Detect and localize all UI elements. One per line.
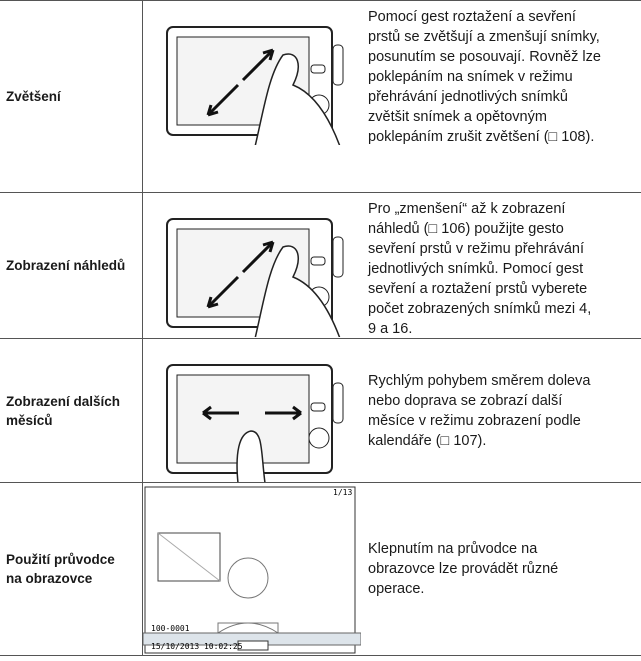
description-line: počet zobrazených snímků mezi 4, (368, 301, 592, 317)
description-line: jednotlivých snímků. Pomocí gest (368, 261, 584, 277)
description-line: 9 a 16. (368, 321, 413, 337)
screen-text: 1/13 (333, 488, 352, 497)
illustration-cell (142, 339, 361, 484)
description: Pomocí gest roztažení a sevření prstů se … (368, 1, 640, 192)
row-label: Zvětšení (6, 1, 140, 192)
label-line: Zvětšení (6, 89, 61, 104)
label-line: Zobrazení dalších (6, 393, 121, 409)
screen-text: 100-0001 (151, 624, 190, 633)
row-label: Použití průvodce na obrazovce (6, 483, 140, 655)
description-line: posunutím se posouvají. Rovněž lze (368, 49, 601, 65)
description-line: kalendáře (□ 107). (368, 432, 487, 449)
table-bottom (0, 655, 641, 656)
table-row: Zobrazení dalších měsíců Rychlým pohybem … (0, 338, 641, 484)
illustration (166, 26, 344, 156)
table-row: Zvětšení Pomocí gest roztažení a sevření… (0, 0, 641, 192)
description: Pro „zmenšení“ až k zobrazení náhledů (□ … (368, 193, 640, 338)
description-line: prstů se zvětšují a zmenšují snímky, (368, 29, 600, 45)
description-line: sevření prstů v režimu přehrávání (368, 241, 584, 257)
illustration: 1/13 100-0001 15/10/2013 10:02:25 (142, 486, 362, 654)
description-line: Rychlým pohybem směrem doleva (368, 372, 591, 389)
illustration (166, 218, 344, 348)
table-row: Zobrazení náhledů Pro „zmenšení“ až k zo… (0, 192, 641, 348)
description-line: nebo doprava se zobrazí další (368, 392, 563, 409)
label-line: Použití průvodce (6, 552, 115, 567)
description-line: poklepáním zrušit zvětšení (□ 108). (368, 129, 595, 145)
description-line: sevření a roztažení prstů vyberete (368, 281, 588, 297)
description-line: Klepnutím na průvodce na (368, 541, 538, 557)
screen-text: 15/10/2013 10:02:25 (151, 642, 243, 651)
description-line: obrazovce lze provádět různé (368, 561, 559, 577)
table-row: Použití průvodce na obrazovce 1/13 100-000… (0, 482, 641, 655)
label-line: měsíců (6, 412, 53, 428)
description-line: Pomocí gest roztažení a sevření (368, 9, 576, 25)
illustration-cell (142, 1, 361, 192)
row-label: Zobrazení náhledů (6, 193, 140, 338)
description: Rychlým pohybem směrem doleva nebo doprav… (368, 339, 640, 482)
description-line: náhledů (□ 106) použijte gesto (368, 221, 564, 237)
illustration-cell: 1/13 100-0001 15/10/2013 10:02:25 (142, 483, 362, 655)
illustration-cell (142, 193, 361, 348)
label-line: Zobrazení náhledů (6, 258, 126, 273)
description-line: zvětšit snímek a opětovným (368, 109, 547, 125)
description-line: poklepáním na snímek v režimu (368, 69, 573, 85)
label-line: na obrazovce (6, 571, 93, 586)
illustration (166, 364, 344, 484)
description-line: operace. (368, 581, 425, 597)
description-line: Pro „zmenšení“ až k zobrazení (368, 201, 566, 217)
description-line: přehrávání jednotlivých snímků (368, 89, 568, 105)
row-label: Zobrazení dalších měsíců (6, 339, 140, 482)
description-line: měsíce v režimu zobrazení podle (368, 412, 581, 429)
description: Klepnutím na průvodce na obrazovce lze pr… (368, 483, 640, 655)
